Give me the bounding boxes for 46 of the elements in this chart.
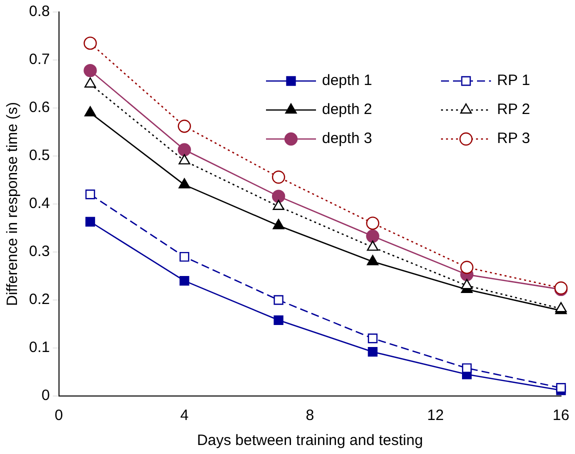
- legend-label: depth 1: [322, 72, 372, 90]
- x-tick-label: 16: [552, 407, 570, 424]
- y-tick-label: 0.6: [28, 99, 50, 116]
- y-tick-label: 0: [42, 387, 50, 404]
- point: [178, 178, 190, 188]
- point: [366, 230, 380, 243]
- point: [85, 216, 96, 227]
- y-tick-label: 0.1: [28, 339, 50, 356]
- point: [272, 190, 286, 203]
- legend-label: RP 3: [497, 130, 530, 148]
- point: [274, 315, 284, 325]
- point: [180, 252, 190, 262]
- point: [461, 279, 473, 290]
- x-tick-label: 8: [306, 407, 314, 424]
- legend-label: depth 2: [322, 101, 372, 118]
- x-tick-label: 0: [54, 407, 64, 424]
- point: [462, 363, 472, 374]
- point: [84, 77, 96, 88]
- y-tick-label: 0.2: [28, 291, 50, 308]
- point: [460, 260, 474, 274]
- y-tick-label: 0.7: [28, 51, 50, 68]
- x-axis-title: Days between training and testing: [196, 432, 423, 450]
- point: [84, 64, 97, 78]
- legend-label: depth 3: [322, 130, 372, 148]
- point: [366, 255, 378, 266]
- point: [272, 219, 284, 230]
- point: [556, 383, 566, 393]
- point: [274, 295, 284, 305]
- y-tick-label: 0.8: [28, 3, 50, 20]
- x-tick-label: 4: [180, 407, 189, 424]
- legend-label: RP 1: [497, 72, 530, 90]
- point: [272, 200, 284, 210]
- point: [85, 190, 96, 200]
- point: [178, 154, 190, 164]
- point: [178, 143, 191, 156]
- point: [84, 106, 96, 116]
- y-tick-label: 0.4: [28, 195, 50, 212]
- point: [368, 347, 378, 357]
- y-axis-title: Difference in response time (s): [4, 102, 22, 306]
- y-tick-label: 0.5: [28, 147, 50, 164]
- legend-label: RP 2: [497, 101, 530, 118]
- y-tick-label: 0.3: [28, 243, 50, 260]
- point: [366, 240, 378, 251]
- point: [368, 334, 378, 344]
- point: [180, 276, 190, 286]
- x-tick-label: 12: [427, 407, 444, 424]
